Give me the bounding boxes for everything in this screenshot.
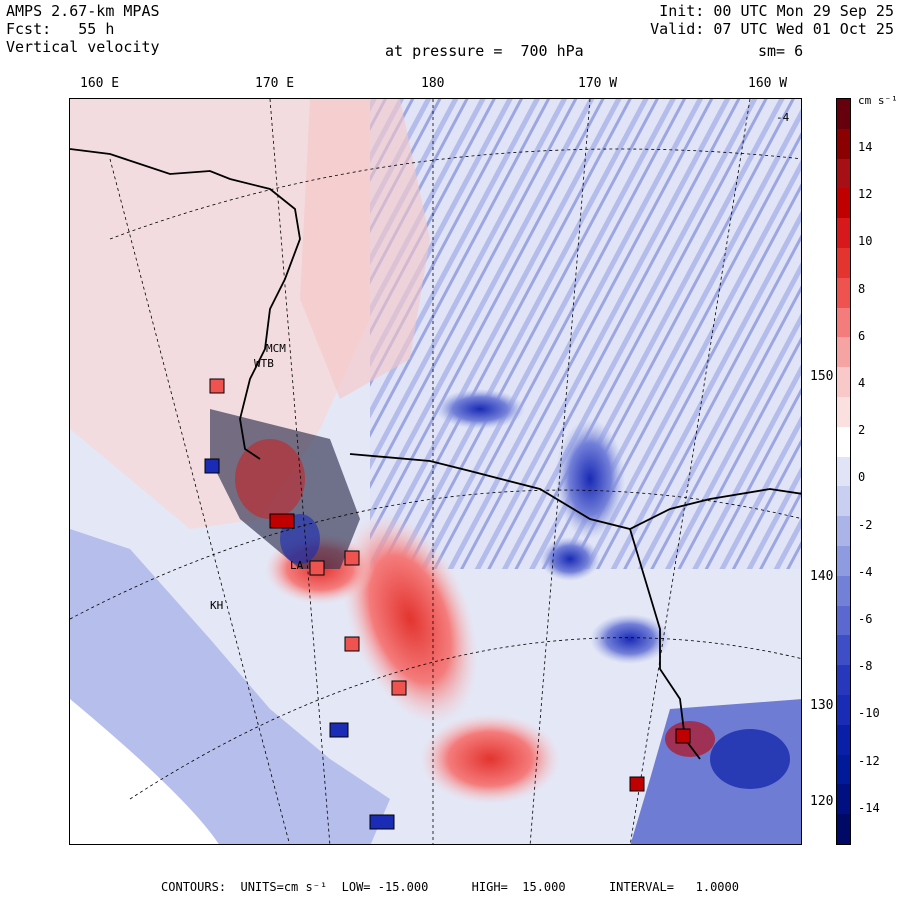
pressure-level: at pressure = 700 hPa <box>385 42 584 60</box>
colorbar-tick-label: -2 <box>858 517 873 532</box>
station-wtb: WTB <box>254 357 274 370</box>
colorbar <box>836 98 851 845</box>
station-mcm: MCM <box>266 342 286 355</box>
colorbar-segment <box>837 695 850 726</box>
colorbar-tick-label: 6 <box>858 328 866 343</box>
colorbar-tick-label: 14 <box>858 140 873 154</box>
lon-label-160e: 160 E <box>80 76 120 91</box>
lon-label-170e: 170 E <box>255 76 295 91</box>
lon-label-170w: 170 W <box>578 76 618 91</box>
lon-label-160w: 160 W <box>748 76 788 91</box>
colorbar-tick-label: -10 <box>858 706 880 721</box>
colorbar-segment <box>837 188 850 219</box>
no-data-corner <box>70 699 219 844</box>
colorbar-segment <box>837 158 850 189</box>
colorbar-tick-label: -6 <box>858 612 873 626</box>
colorbar-segment <box>837 99 850 130</box>
station-labels: MCM WTB LA KH -4 <box>210 111 790 612</box>
colorbar-segment <box>837 486 850 517</box>
contour-info: CONTOURS: UNITS=cm s⁻¹ LOW= -15.000 HIGH… <box>161 880 739 894</box>
red-updraft-main <box>342 513 478 725</box>
pink-zone-ross <box>300 99 430 399</box>
colorbar-tick-label: -8 <box>858 659 873 674</box>
colorbar-unit: cm s⁻¹ <box>858 94 898 107</box>
colorbar-tick-label: 12 <box>858 187 873 202</box>
colorbar-segment <box>837 397 850 428</box>
colorbar-segment <box>837 367 850 398</box>
field-name: Vertical velocity <box>6 38 160 56</box>
colorbar-tick-label: -14 <box>858 800 880 815</box>
colorbar-segment <box>837 456 850 487</box>
colorbar-segment <box>837 635 850 666</box>
colorbar-segment <box>837 784 850 815</box>
vertical-velocity-map: MCM WTB LA KH -4 <box>69 98 802 845</box>
pink-zone-west <box>70 99 370 529</box>
colorbar-tick-label: 2 <box>858 423 866 438</box>
colorbar-segment <box>837 754 850 785</box>
init-time: Init: 00 UTC Mon 29 Sep 25 <box>659 2 894 20</box>
forecast-markers <box>204 378 691 830</box>
corner-marker: -4 <box>776 111 790 124</box>
smoothing: sm= 6 <box>758 42 804 60</box>
colorbar-tick-label: -4 <box>858 564 873 579</box>
colorbar-segment <box>837 605 850 636</box>
red-updraft-south <box>420 714 560 804</box>
valid-time: Valid: 07 UTC Wed 01 Oct 25 <box>650 20 894 38</box>
colorbar-tick-label: 4 <box>858 376 866 390</box>
blue-zone-southwest <box>70 529 390 844</box>
colorbar-tick-label: -12 <box>858 753 880 768</box>
colorbar-tick-label: 0 <box>858 470 866 485</box>
colorbar-segment <box>837 218 850 249</box>
colorbar-segment <box>837 665 850 696</box>
colorbar-segment <box>837 426 850 458</box>
colorbar-tick-label: 8 <box>858 281 866 296</box>
colorbar-segment <box>837 546 850 577</box>
colorbar-tick-label: 10 <box>858 234 873 249</box>
colorbar-segment <box>837 248 850 279</box>
colorbar-segment <box>837 516 850 547</box>
colorbar-segment <box>837 724 850 756</box>
station-la: LA <box>290 559 304 572</box>
lon-label-180: 180 <box>421 76 445 91</box>
forecast-hour: Fcst: 55 h <box>6 20 115 38</box>
colorbar-segment <box>837 575 850 607</box>
colorbar-segment <box>837 277 850 309</box>
colorbar-segment <box>837 128 850 160</box>
graticule <box>70 99 801 844</box>
colorbar-segment <box>837 814 850 845</box>
colorbar-segment <box>837 307 850 338</box>
colorbar-segment <box>837 337 850 368</box>
model-title: AMPS 2.67-km MPAS <box>6 2 160 20</box>
station-kh: KH <box>210 599 223 612</box>
